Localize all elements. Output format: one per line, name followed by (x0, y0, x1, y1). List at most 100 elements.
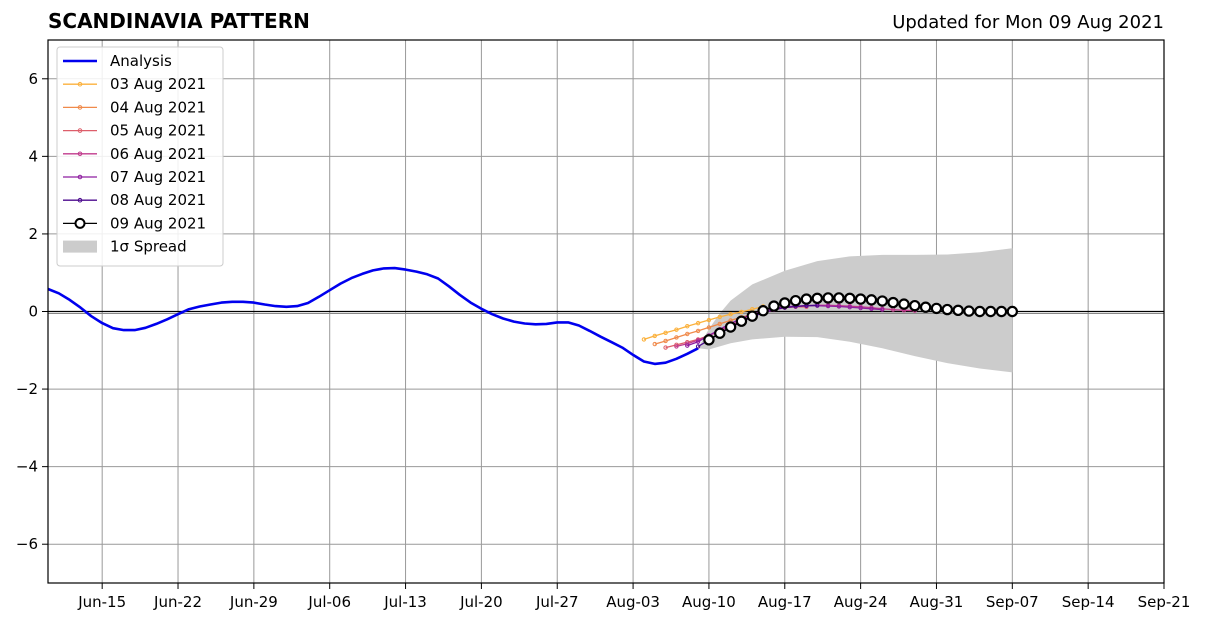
forecast-point (836, 304, 842, 309)
forecast-point (963, 305, 975, 317)
y-tick-label: 0 (28, 303, 38, 321)
legend-marker (77, 81, 83, 87)
forecast-point (941, 303, 954, 316)
forecast-point (854, 293, 867, 305)
legend-box (56, 46, 224, 267)
forecast-point (663, 338, 668, 344)
forecast-point (822, 292, 834, 304)
legend-label: 1σ Spread (110, 238, 187, 256)
forecast-point (695, 339, 701, 344)
forecast-point (695, 320, 701, 326)
y-tick-label: −6 (16, 535, 38, 553)
y-tick-label: −2 (16, 380, 38, 398)
legend-marker (77, 197, 83, 203)
forecast-point (919, 301, 932, 313)
legend-marker (77, 151, 83, 157)
forecast-point (674, 327, 679, 332)
forecast-point (898, 298, 910, 310)
legend-swatch (63, 240, 97, 253)
forecast-point (995, 305, 1008, 318)
forecast-point (706, 325, 712, 330)
x-tick-label: Aug-17 (758, 593, 812, 611)
y-tick-label: −4 (16, 458, 38, 476)
x-tick-label: Sep-21 (1138, 593, 1191, 611)
x-tick-label: Jun-29 (229, 593, 278, 611)
forecast-point (825, 303, 831, 309)
forecast-point (674, 335, 679, 340)
forecast-point (703, 334, 715, 346)
forecast-point (880, 307, 885, 312)
forecast-point (779, 297, 791, 309)
forecast-point (865, 294, 878, 306)
forecast-point (674, 344, 679, 349)
forecast-point (768, 300, 780, 312)
y-tick-label: 4 (28, 147, 38, 165)
forecast-point (811, 292, 823, 305)
forecast-point (695, 328, 701, 334)
forecast-point (695, 344, 701, 349)
forecast-point (663, 345, 668, 350)
forecast-point (706, 317, 712, 323)
legend-label: 08 Aug 2021 (110, 191, 206, 209)
legend-entry: 06 Aug 2021 (63, 145, 206, 163)
forecast-point (757, 305, 769, 317)
analysis-line (47, 266, 699, 366)
forecast-point (739, 309, 744, 315)
spread-band (698, 248, 1013, 373)
forecast-point (789, 294, 802, 307)
forecast-point (652, 333, 657, 339)
x-tick-label: Jun-22 (153, 593, 202, 611)
legend-label: 05 Aug 2021 (110, 122, 206, 140)
legend: Analysis 03 Aug 2021 04 Aug 2021 05 Aug 202… (56, 46, 224, 267)
legend-label: 03 Aug 2021 (110, 75, 206, 93)
legend-label: Analysis (110, 52, 172, 70)
forecast-point (746, 310, 758, 322)
forecast-point (887, 296, 899, 309)
forecast-point (952, 304, 964, 317)
forecast-point (717, 321, 722, 327)
forecast-point (984, 305, 997, 318)
forecast-point (974, 305, 986, 318)
forecast-point (876, 295, 888, 307)
legend-label: 04 Aug 2021 (110, 98, 206, 116)
forecast-point (717, 314, 722, 320)
forecast-point (844, 292, 856, 305)
x-tick-label: Jul-13 (383, 593, 427, 611)
forecast-point (685, 331, 690, 337)
legend-entry: 1σ Spread (63, 238, 187, 256)
forecast-point (663, 330, 668, 336)
legend-entry: 07 Aug 2021 (63, 168, 206, 186)
spread-area (698, 248, 1013, 373)
forecast-point (685, 324, 690, 329)
y-tick-label: 6 (28, 70, 38, 88)
forecast-point (735, 315, 748, 327)
forecast-point (858, 305, 863, 311)
x-tick-label: Jul-27 (535, 593, 579, 611)
forecast-point (909, 299, 921, 312)
series-group (47, 266, 1019, 366)
x-tick-label: Aug-24 (834, 593, 888, 611)
legend-entry: Analysis (63, 52, 172, 70)
chart-title: SCANDINAVIA PATTERN (48, 9, 310, 33)
x-tick-label: Jul-06 (307, 593, 351, 611)
legend-entry: 08 Aug 2021 (63, 191, 206, 209)
legend-label: 07 Aug 2021 (110, 168, 206, 186)
forecast-point (674, 342, 679, 348)
x-axis: Jun-15 Jun-22 Jun-29 Jul-06 Jul-13 Jul-20 Jul-… (77, 583, 1190, 611)
forecast-point (714, 327, 726, 339)
x-tick-label: Aug-31 (910, 593, 964, 611)
legend-entry: 09 Aug 2021 (63, 214, 206, 232)
legend-marker (77, 105, 83, 110)
x-tick-label: Aug-03 (606, 593, 660, 611)
forecast-point (641, 337, 647, 342)
y-axis: −6 −4 −2 0 2 4 6 (16, 70, 48, 553)
legend-label: 09 Aug 2021 (110, 214, 206, 232)
y-tick-label: 2 (28, 225, 38, 243)
x-tick-label: Jul-20 (459, 593, 503, 611)
forecast-point (869, 306, 874, 311)
legend-marker (74, 217, 86, 229)
forecast-point (652, 341, 657, 347)
forecast-point (847, 305, 852, 310)
forecast-point (685, 343, 690, 348)
